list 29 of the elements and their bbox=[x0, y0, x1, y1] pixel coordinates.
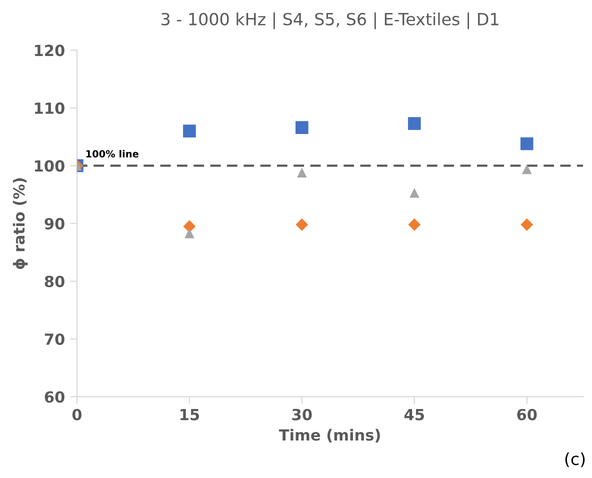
y-tick-label: 100 bbox=[34, 160, 64, 172]
point bbox=[296, 218, 308, 231]
x-tick-label: 45 bbox=[404, 409, 424, 420]
x-axis-title: Time (mins) bbox=[278, 428, 380, 443]
x-tick-label: 15 bbox=[180, 409, 200, 420]
y-tick-label: 90 bbox=[44, 218, 64, 230]
y-tick-label: 70 bbox=[44, 333, 64, 346]
point bbox=[520, 137, 534, 150]
y-tick-label: 110 bbox=[34, 102, 64, 114]
point bbox=[520, 218, 534, 231]
point bbox=[296, 121, 308, 134]
point bbox=[408, 117, 421, 130]
point bbox=[522, 164, 532, 174]
y-tick-label: 60 bbox=[44, 391, 64, 403]
point bbox=[297, 168, 307, 178]
text: (c) bbox=[565, 452, 585, 468]
x-tick-label: 0 bbox=[72, 408, 82, 420]
y-tick-label: 80 bbox=[44, 276, 64, 288]
x-tick-label: 60 bbox=[517, 408, 537, 420]
y-tick-label: 120 bbox=[34, 44, 64, 56]
chart-title: 3 - 1000 kHz | S4, S5, S6 | E-Textiles | D1 bbox=[162, 12, 498, 30]
x-tick-label: 30 bbox=[292, 408, 312, 420]
ref-line-label: 100% line bbox=[86, 150, 138, 158]
point bbox=[183, 220, 196, 233]
y-axis-title: ϕ ratio (%) bbox=[12, 178, 28, 270]
point bbox=[408, 218, 421, 231]
point bbox=[183, 124, 196, 138]
point bbox=[409, 188, 420, 198]
point bbox=[184, 228, 194, 238]
